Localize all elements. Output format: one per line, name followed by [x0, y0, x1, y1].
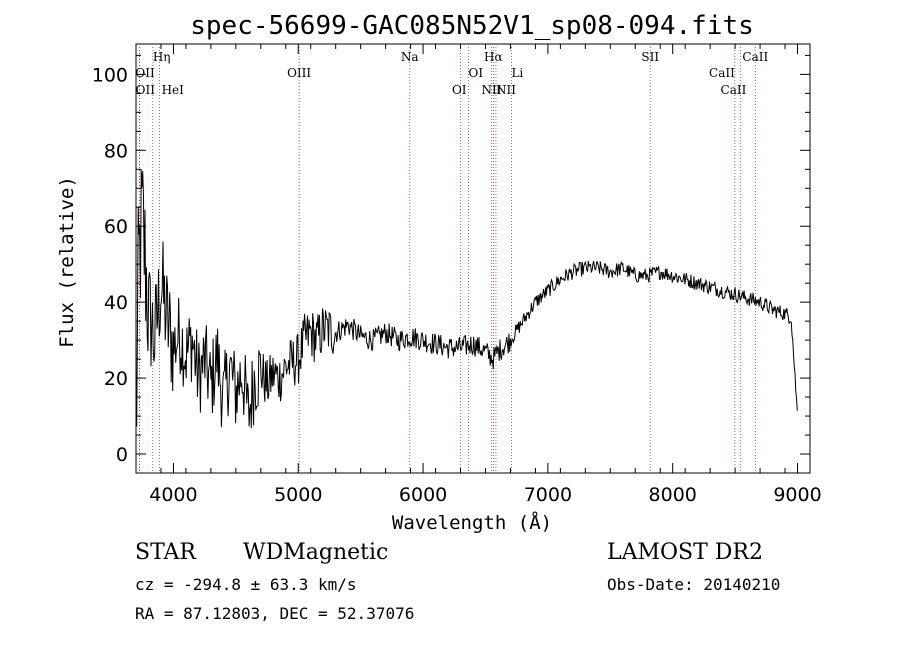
x-tick-label: 5000 [274, 484, 322, 506]
spectral-line-label: OIII [287, 66, 311, 80]
spectral-line-label: NII [481, 83, 501, 97]
coordinates: RA = 87.12803, DEC = 52.37076 [135, 604, 414, 623]
spectral-line-label: Na [401, 50, 419, 64]
spectral-line-label: SII [641, 50, 659, 64]
spectral-line-label: OII [135, 66, 155, 80]
y-axis-label: Flux (relative) [56, 176, 78, 348]
x-axis-ticks: 4000 5000 6000 7000 8000 9000 [135, 44, 822, 506]
y-tick-label: 20 [104, 368, 128, 390]
spectral-line-label: CaII [742, 50, 768, 64]
spectral-line-label: OI [469, 66, 484, 80]
plot-frame [135, 43, 811, 474]
y-tick-label: 80 [104, 140, 128, 162]
x-tick-label: 7000 [524, 484, 572, 506]
object-subclass: WDMagnetic [243, 540, 388, 565]
y-tick-label: 100 [92, 64, 128, 86]
spectral-line-label: CaII [721, 83, 747, 97]
spectral-line-label: OI [452, 83, 467, 97]
x-tick-label: 6000 [399, 484, 447, 506]
y-tick-label: 40 [104, 292, 128, 314]
spectral-line-label: Li [511, 66, 523, 80]
spectral-line-label: Hη [153, 50, 171, 64]
y-tick-label: 60 [104, 216, 128, 238]
y-tick-label: 0 [116, 444, 128, 466]
x-tick-label: 4000 [149, 484, 197, 506]
spectral-line-label: HeI [162, 83, 185, 97]
spectral-line-markers [138, 47, 756, 473]
observation-date: Obs-Date: 20140210 [607, 575, 780, 594]
spectral-line-label: Hα [484, 50, 503, 64]
spectrum-series-line [135, 169, 798, 429]
y-axis-ticks: 0 20 40 60 80 100 [92, 54, 810, 466]
survey-name: LAMOST DR2 [607, 540, 763, 565]
spectral-line-label: OII [136, 83, 156, 97]
spectral-line-label: NII [496, 83, 516, 97]
object-class: STAR [135, 540, 197, 565]
redshift-cz: cz = -294.8 ± 63.3 km/s [135, 575, 357, 594]
chart-title: spec-56699-GAC085N52V1_sp08-094.fits [190, 11, 754, 41]
spectral-line-label: CaII [709, 66, 735, 80]
x-tick-label: 9000 [773, 484, 821, 506]
x-tick-label: 8000 [649, 484, 697, 506]
x-axis-label: Wavelength (Å) [392, 511, 552, 534]
